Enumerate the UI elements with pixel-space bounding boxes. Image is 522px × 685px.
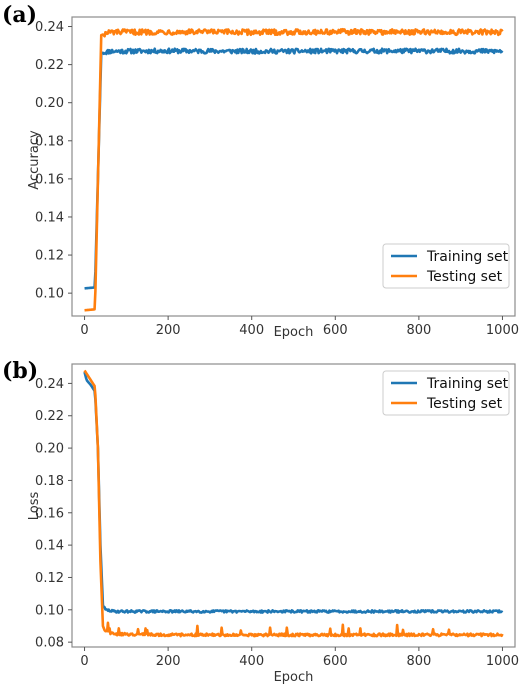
series-line-testing — [83, 369, 504, 638]
x-tick-label: 400 — [239, 323, 264, 338]
series-line-training — [84, 47, 504, 290]
y-tick-label: 0.20 — [35, 96, 64, 111]
y-tick-label: 0.14 — [35, 539, 64, 554]
y-tick-label: 0.24 — [35, 20, 64, 35]
legend-label-training: Training set — [426, 376, 509, 392]
x-tick-label: 800 — [406, 323, 431, 338]
legend-label-testing: Testing set — [426, 396, 503, 412]
y-axis-title: Loss — [27, 492, 42, 521]
series-line-testing — [84, 27, 504, 312]
x-axis-title: Epoch — [274, 670, 314, 685]
legend: Training set Testing set — [382, 243, 510, 289]
y-tick-label: 0.18 — [35, 134, 64, 149]
plot-frame — [71, 16, 516, 317]
panel-label-b: (b) — [2, 358, 39, 384]
y-tick-label: 0.12 — [35, 249, 64, 264]
y-tick-label: 0.14 — [35, 210, 64, 225]
y-tick-label: 0.08 — [35, 636, 64, 651]
legend: Training set Testing set — [382, 370, 510, 416]
plot-frame — [71, 363, 516, 648]
x-tick-label: 1000 — [486, 654, 519, 669]
legend-label-testing: Testing set — [426, 269, 503, 285]
y-tick-label: 0.22 — [35, 58, 64, 73]
y-tick-label: 0.24 — [35, 377, 64, 392]
accuracy-chart: 0 200 400 600 800 1000 0.10 0.12 0.14 0.16 0.18 0.2… — [27, 16, 519, 340]
x-tick-label: 0 — [80, 654, 88, 669]
x-tick-label: 200 — [156, 323, 181, 338]
y-tick-label: 0.20 — [35, 442, 64, 457]
y-tick-label: 0.22 — [35, 409, 64, 424]
x-tick-label: 0 — [80, 323, 88, 338]
x-tick-label: 400 — [239, 654, 264, 669]
x-tick-label: 600 — [323, 654, 348, 669]
x-tick-label: 800 — [406, 654, 431, 669]
y-tick-label: 0.16 — [35, 172, 64, 187]
series-line-training — [83, 371, 504, 614]
y-tick-label: 0.18 — [35, 474, 64, 489]
x-axis-title: Epoch — [274, 325, 314, 340]
y-tick-label: 0.12 — [35, 571, 64, 586]
y-axis-title: Accuracy — [27, 130, 42, 190]
legend-label-training: Training set — [426, 249, 509, 265]
loss-chart: 0 200 400 600 800 1000 0.08 0.10 0.12 0.14 0.16 0.1… — [27, 363, 519, 685]
x-tick-label: 200 — [156, 654, 181, 669]
x-tick-label: 600 — [323, 323, 348, 338]
y-tick-label: 0.16 — [35, 506, 64, 521]
x-tick-label: 1000 — [486, 323, 519, 338]
y-tick-label: 0.10 — [35, 603, 64, 618]
panel-label-a: (a) — [2, 2, 38, 28]
y-tick-label: 0.10 — [35, 287, 64, 302]
